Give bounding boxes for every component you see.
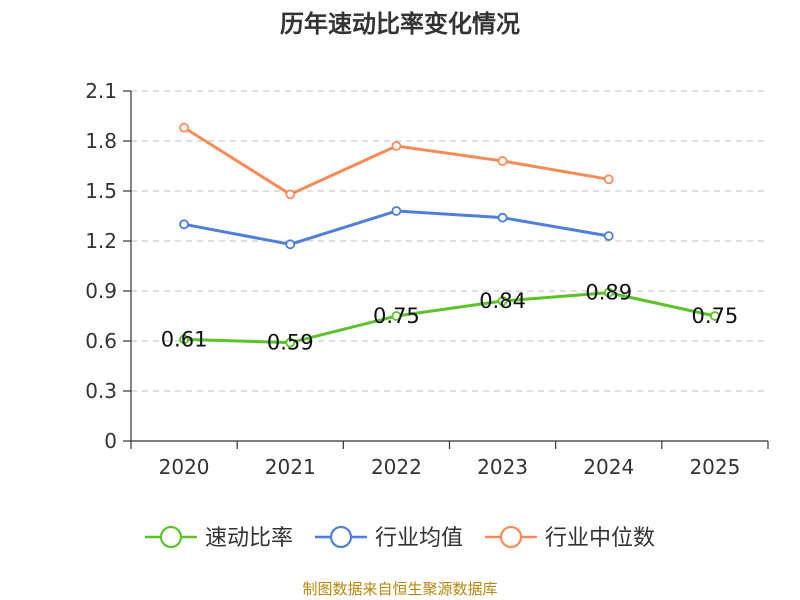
legend: 速动比率 行业均值 行业中位数 [144,525,655,551]
data-point [497,296,508,306]
data-labels: 0.61 0.59 0.75 0.84 0.89 0.75 [161,281,739,355]
grid-lines [131,90,768,392]
y-tick-label: 2.1 [85,79,117,103]
data-point [603,287,614,298]
source-footer: 制图数据来自恒生聚源数据库 [302,580,498,598]
data-label: 0.89 [585,281,632,305]
x-tick-label: 2020 [159,455,210,479]
y-tick-label: 0.9 [85,279,117,303]
data-point [391,311,402,321]
x-tick-label: 2022 [371,455,422,479]
y-tick-label: 0.6 [85,329,117,353]
legend-label: 速动比率 [205,526,293,551]
axes: 0 0.3 0.6 0.9 1.2 1.5 1.8 2.1 2020 2021 2022 2023 20… [85,79,769,479]
legend-marker [159,525,183,549]
legend-marker [329,525,353,549]
data-label: 0.75 [692,304,739,328]
data-point [179,219,189,230]
data-point [179,122,189,133]
y-tick-label: 1.2 [85,229,117,253]
data-point [391,206,402,216]
data-point [285,337,296,348]
y-tick-label: 0 [104,429,117,453]
x-tick-label: 2023 [477,455,528,479]
x-tick-label: 2025 [689,455,740,479]
data-point [710,311,720,321]
y-tick-label: 1.5 [85,179,117,203]
legend-item: 速动比率 [144,525,293,551]
series-line [183,209,610,246]
legend-item: 行业均值 [314,525,463,551]
y-tick-label: 1.8 [85,129,117,153]
data-point [391,141,402,151]
x-tick-label: 2024 [583,455,634,479]
data-point [497,212,508,223]
series-line [183,126,610,196]
data-point [285,239,296,250]
y-tick-label: 0.3 [85,379,117,403]
legend-item: 行业中位数 [485,525,655,551]
data-label: 0.59 [267,331,314,355]
legend-label: 行业均值 [375,526,463,551]
legend-label: 行业中位数 [545,526,655,551]
data-label: 0.61 [161,327,208,351]
data-point [603,231,614,241]
data-label: 0.84 [479,289,526,313]
data-point [497,156,508,166]
x-tick-label: 2021 [265,455,316,479]
data-point [179,334,189,345]
data-point [285,189,296,200]
legend-marker [499,525,523,549]
chart-title: 历年速动比率变化情况 [280,10,520,38]
series [179,122,720,348]
data-point [603,174,614,185]
data-label: 0.75 [373,304,420,328]
series-line [184,291,716,345]
